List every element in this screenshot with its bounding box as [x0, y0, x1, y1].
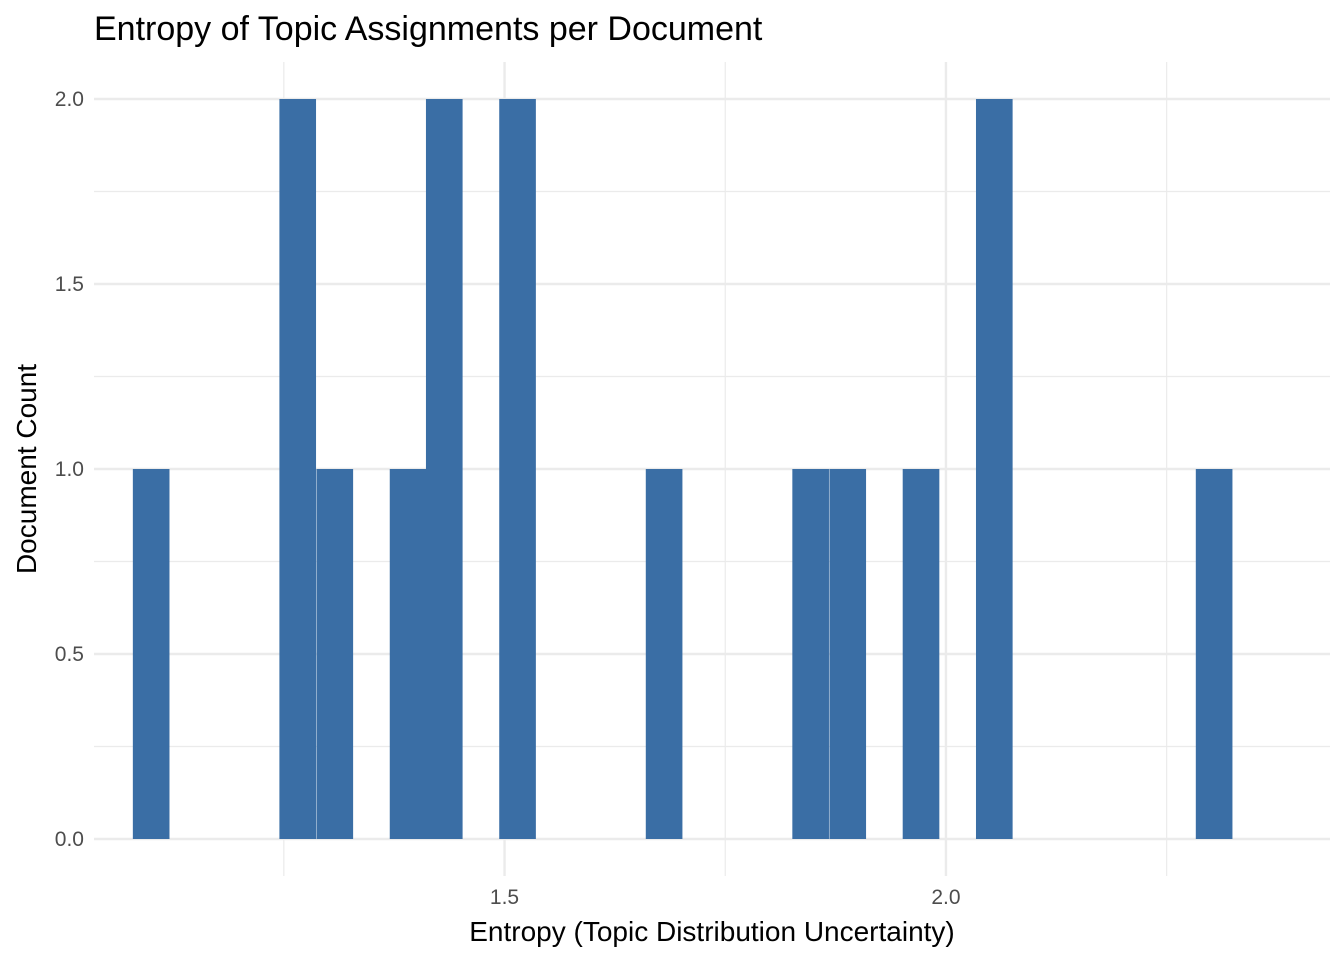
histogram-bar	[1195, 469, 1233, 839]
y-tick-label: 2.0	[55, 88, 84, 111]
histogram-bar	[279, 99, 317, 839]
x-axis-ticks: 1.5 2.0	[490, 886, 961, 909]
histogram-bar	[975, 99, 1013, 839]
histogram-bar	[792, 469, 829, 839]
histogram-bar	[425, 99, 463, 839]
histogram-bar	[499, 99, 536, 839]
histogram-bars	[132, 99, 1233, 839]
histogram-bar	[316, 469, 354, 839]
histogram-bar	[645, 469, 683, 839]
x-axis-title: Entropy (Topic Distribution Uncertainty)	[469, 916, 955, 947]
histogram-bar	[132, 469, 170, 839]
x-tick-label: 2.0	[931, 886, 960, 909]
y-tick-label: 0.0	[55, 828, 84, 851]
y-tick-label: 0.5	[55, 643, 84, 666]
y-tick-label: 1.0	[55, 458, 84, 481]
x-tick-label: 1.5	[490, 886, 519, 909]
y-tick-label: 1.5	[55, 273, 84, 296]
histogram-bar	[389, 469, 427, 839]
y-axis-title: Document Count	[11, 364, 42, 574]
chart-title: Entropy of Topic Assignments per Documen…	[94, 10, 763, 48]
histogram-bar	[902, 469, 940, 839]
histogram-bar	[829, 469, 867, 839]
y-axis-ticks: 0.0 0.5 1.0 1.5 2.0	[55, 88, 84, 851]
